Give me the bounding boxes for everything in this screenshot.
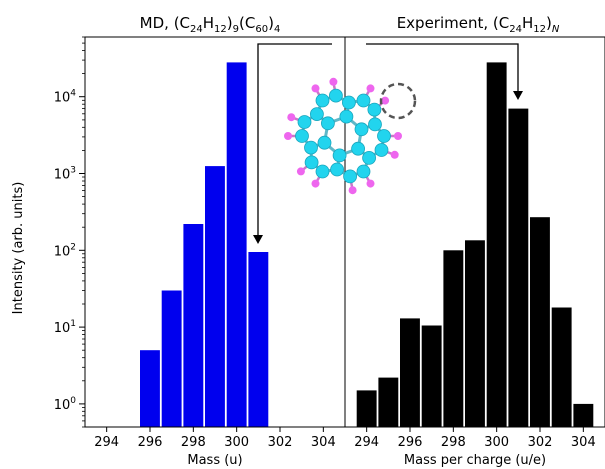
x-tick-label: 304 (311, 435, 336, 450)
carbon-atom (368, 117, 382, 132)
carbon-atom (356, 164, 371, 179)
x-tick-label: 298 (441, 435, 466, 450)
md-bar-301 (248, 252, 269, 427)
hydrogen-atom (284, 132, 292, 140)
right-x-axis-label: Mass per charge (u/e) (404, 453, 546, 468)
md-bar-297 (161, 290, 182, 427)
hydrogen-atom (296, 167, 305, 176)
x-tick-label: 296 (138, 435, 163, 450)
experiment-bar-301 (508, 108, 529, 427)
carbon-atom (304, 140, 318, 155)
hydrogen-atom (394, 132, 402, 140)
right-x-ticks: 294 296 298 300 302 304 (354, 427, 596, 450)
carbon-atom (304, 155, 319, 170)
y-tick-label: 101 (54, 319, 76, 336)
carbon-atom (315, 164, 330, 179)
hydrogen-atom (366, 179, 375, 188)
hydrogen-atom (311, 84, 320, 93)
carbon-atom (332, 148, 347, 163)
md-bar-296 (140, 350, 160, 427)
left-arrow-line (257, 43, 332, 236)
right-bars (356, 62, 594, 428)
carbon-atom (315, 93, 330, 108)
carbon-atom (317, 135, 332, 150)
x-tick-label: 300 (484, 435, 509, 450)
carbon-atom (328, 88, 343, 103)
hydrogen-atom (329, 77, 338, 86)
experiment-bar-302 (530, 217, 550, 427)
carbon-atom (374, 143, 389, 157)
carbon-atom (367, 102, 382, 117)
md-bar-298 (183, 224, 204, 427)
y-ticks: 100 101 102 103 104 (54, 36, 85, 428)
left-bars (140, 62, 269, 428)
coronene-molecule-inset (284, 77, 417, 195)
right-arrow-head (513, 91, 523, 100)
y-tick-label: 103 (54, 166, 76, 183)
y-tick-label: 102 (54, 242, 76, 259)
experiment-bar-304 (573, 403, 594, 427)
md-bar-300 (226, 62, 247, 428)
carbon-atom (297, 115, 312, 129)
experiment-bar-297 (421, 325, 442, 427)
highlight-circle (379, 82, 417, 120)
y-tick-label: 104 (54, 89, 77, 106)
md-bar-299 (205, 166, 225, 427)
annotation-arrows (253, 43, 523, 244)
hydrogen-atom (348, 186, 357, 195)
hydrogen-atom (381, 96, 390, 105)
left-x-ticks: 294 296 298 300 302 304 (94, 427, 336, 450)
experiment-bar-303 (551, 307, 572, 427)
x-tick-label: 300 (224, 435, 249, 450)
carbon-atom (339, 109, 354, 124)
x-tick-label: 294 (354, 435, 379, 450)
carbon-atom (362, 150, 377, 165)
experiment-bar-300 (486, 62, 507, 428)
x-tick-label: 298 (181, 435, 206, 450)
hydrogen-atom (287, 113, 296, 122)
x-tick-label: 302 (528, 435, 553, 450)
carbon-atom (341, 95, 356, 110)
carbon-atom (377, 129, 391, 143)
hydrogen-atom (311, 179, 320, 188)
left-arrow-head (253, 235, 263, 244)
experiment-bar-295 (378, 377, 399, 427)
x-tick-label: 294 (94, 435, 119, 450)
x-tick-label: 304 (571, 435, 596, 450)
carbon-atom (295, 129, 309, 143)
right-panel-title: Experiment, (C24H12)N (397, 14, 560, 35)
y-axis-label: Intensity (arb. units) (11, 182, 26, 315)
left-panel-title: MD, (C24H12)9(C60)4 (140, 14, 281, 35)
x-tick-label: 302 (268, 435, 293, 450)
y-tick-label: 100 (54, 396, 77, 413)
right-arrow-line (366, 43, 519, 92)
carbon-atom (320, 116, 335, 131)
experiment-bar-294 (356, 390, 377, 427)
experiment-bar-299 (465, 240, 485, 427)
hydrogen-atom (366, 84, 375, 93)
experiment-bar-298 (443, 250, 464, 427)
carbon-atom (354, 122, 369, 137)
carbon-atom (343, 169, 358, 184)
carbon-atom (351, 141, 366, 156)
x-tick-label: 296 (398, 435, 423, 450)
carbon-atom (309, 107, 324, 121)
hydrogen-atom (390, 150, 399, 159)
carbon-atom (330, 162, 345, 177)
carbon-atom (356, 93, 371, 108)
experiment-bar-296 (400, 318, 420, 427)
left-x-axis-label: Mass (u) (187, 453, 242, 468)
